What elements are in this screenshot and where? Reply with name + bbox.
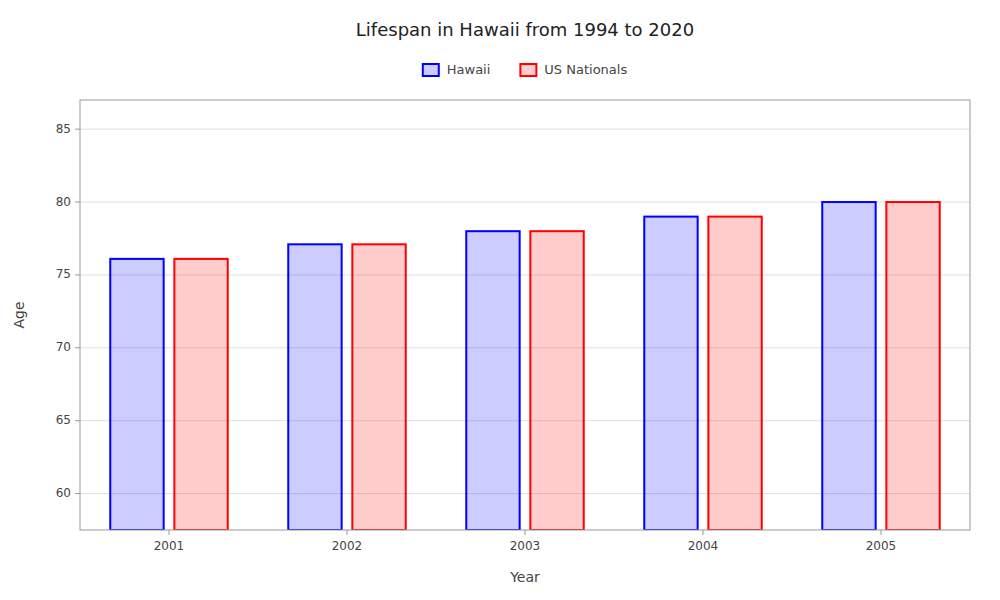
y-tick-label: 75 bbox=[56, 267, 71, 281]
plot-frame bbox=[80, 100, 970, 530]
bar bbox=[644, 217, 697, 530]
x-tick-label: 2004 bbox=[688, 539, 719, 553]
x-tick-label: 2005 bbox=[866, 539, 897, 553]
legend-item: US Nationals bbox=[520, 62, 627, 77]
y-tick-label: 80 bbox=[56, 195, 71, 209]
x-tick bbox=[169, 530, 170, 535]
x-axis: 2001 2002 2003 2004 2005 bbox=[154, 530, 897, 553]
y-tick bbox=[75, 274, 80, 275]
chart-svg: 60 65 70 75 80 85 2001 2002 2003 2004 2005 Year Age L… bbox=[0, 0, 1000, 600]
bar bbox=[708, 217, 761, 530]
legend-swatch bbox=[520, 64, 536, 76]
y-tick-label: 65 bbox=[56, 413, 71, 427]
x-axis-label: Year bbox=[509, 569, 540, 585]
y-tick bbox=[75, 420, 80, 421]
grid-line bbox=[80, 129, 970, 130]
y-tick bbox=[75, 347, 80, 348]
y-tick bbox=[75, 129, 80, 130]
title: Lifespan in Hawaii from 1994 to 2020 bbox=[356, 19, 694, 40]
legend-label: US Nationals bbox=[544, 62, 627, 77]
x-tick-label: 2003 bbox=[510, 539, 541, 553]
bar bbox=[530, 231, 583, 530]
y-axis-label: Age bbox=[11, 301, 27, 328]
x-tick bbox=[347, 530, 348, 535]
x-tick-label: 2001 bbox=[154, 539, 185, 553]
legend-swatch bbox=[423, 64, 439, 76]
y-tick bbox=[75, 202, 80, 203]
y-tick bbox=[75, 493, 80, 494]
legend: Hawaii US Nationals bbox=[423, 62, 628, 77]
bar bbox=[886, 202, 939, 530]
page: {"chart_data": {"type": "bar", "title": … bbox=[0, 0, 1000, 600]
bar bbox=[110, 259, 163, 530]
x-tick bbox=[881, 530, 882, 535]
x-tick-label: 2002 bbox=[332, 539, 363, 553]
bar bbox=[288, 244, 341, 530]
y-tick-label: 70 bbox=[56, 340, 71, 354]
y-tick-label: 60 bbox=[56, 486, 71, 500]
legend-label: Hawaii bbox=[447, 62, 491, 77]
x-tick bbox=[703, 530, 704, 535]
bars bbox=[110, 202, 939, 530]
y-axis: 60 65 70 75 80 85 bbox=[56, 122, 80, 500]
legend-item: Hawaii bbox=[423, 62, 491, 77]
x-tick bbox=[525, 530, 526, 535]
chart-container: 60 65 70 75 80 85 2001 2002 2003 2004 2005 Year Age L… bbox=[0, 0, 1000, 600]
bar bbox=[466, 231, 519, 530]
bar bbox=[822, 202, 875, 530]
y-tick-label: 85 bbox=[56, 122, 71, 136]
bar bbox=[352, 244, 405, 530]
bar bbox=[174, 259, 227, 530]
